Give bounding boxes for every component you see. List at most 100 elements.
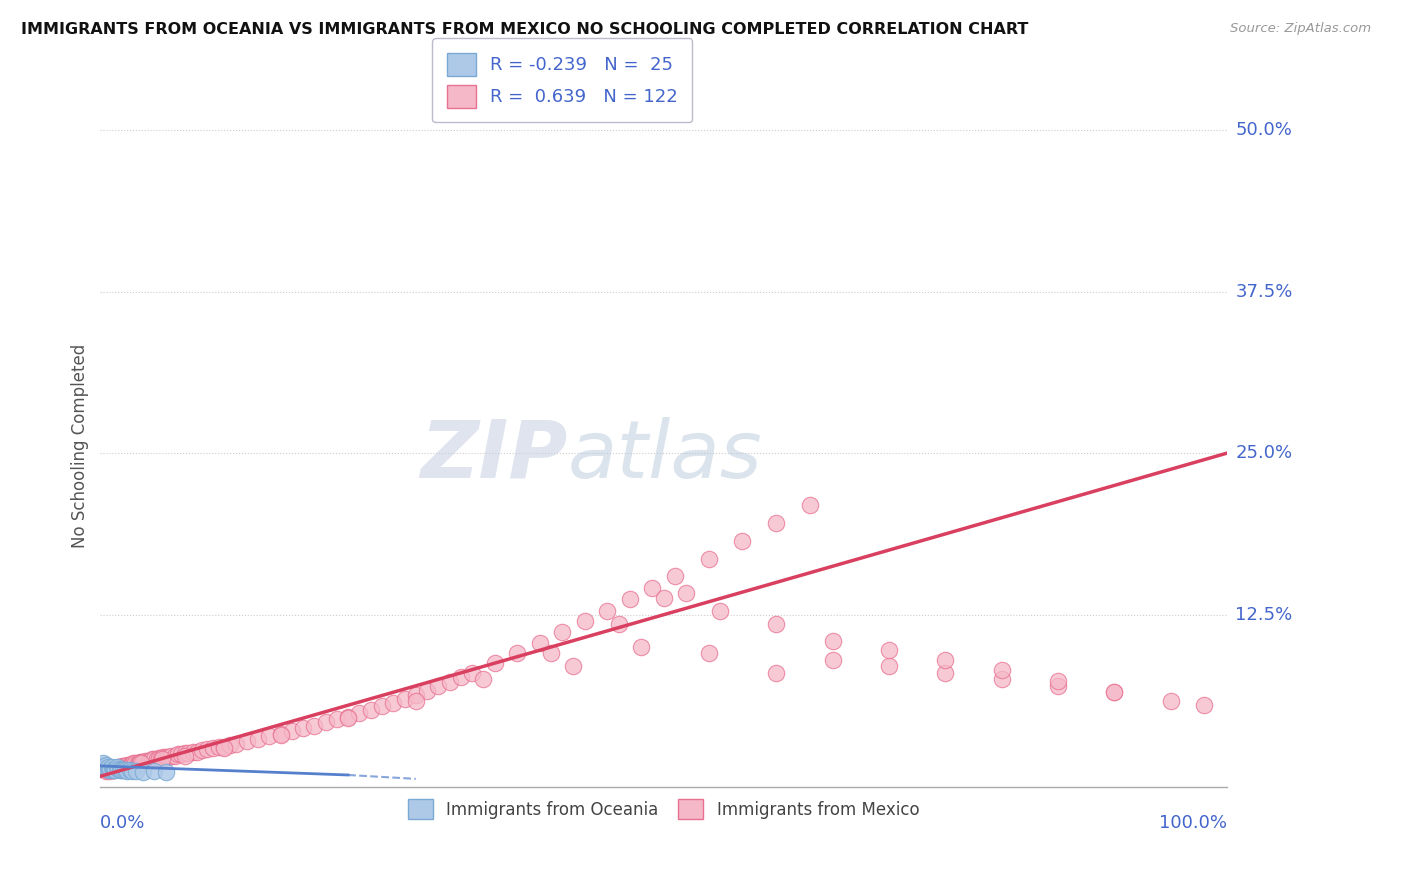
Point — [765, 516, 787, 530]
Point — [1046, 673, 1069, 688]
Point — [103, 762, 125, 776]
Point — [349, 706, 371, 720]
Point — [97, 760, 120, 774]
Point — [128, 756, 150, 771]
Point — [472, 673, 495, 687]
Point — [461, 665, 484, 680]
Point — [214, 739, 236, 754]
Point — [371, 699, 394, 714]
Point — [1160, 694, 1182, 708]
Point — [236, 734, 259, 748]
Point — [103, 763, 125, 777]
Point — [934, 665, 956, 680]
Point — [141, 752, 163, 766]
Point — [155, 765, 177, 780]
Text: atlas: atlas — [568, 417, 762, 495]
Point — [110, 760, 132, 774]
Point — [405, 694, 427, 708]
Point — [100, 763, 122, 777]
Point — [1046, 679, 1069, 693]
Point — [607, 616, 630, 631]
Point — [208, 739, 231, 754]
Text: 25.0%: 25.0% — [1236, 444, 1292, 462]
Point — [122, 757, 145, 772]
Y-axis label: No Schooling Completed: No Schooling Completed — [72, 343, 89, 548]
Point — [225, 737, 247, 751]
Point — [574, 614, 596, 628]
Point — [96, 762, 118, 776]
Point — [155, 750, 177, 764]
Point — [117, 764, 139, 778]
Point — [934, 653, 956, 667]
Point — [731, 534, 754, 549]
Point — [122, 756, 145, 771]
Point — [337, 710, 360, 724]
Text: 50.0%: 50.0% — [1236, 121, 1292, 139]
Point — [128, 755, 150, 769]
Point — [697, 647, 720, 661]
Point — [990, 663, 1012, 677]
Point — [150, 752, 173, 766]
Point — [394, 691, 416, 706]
Point — [484, 656, 506, 670]
Point — [619, 592, 641, 607]
Point — [990, 673, 1012, 687]
Point — [186, 745, 208, 759]
Point — [270, 728, 292, 742]
Point — [101, 763, 124, 777]
Legend: Immigrants from Oceania, Immigrants from Mexico: Immigrants from Oceania, Immigrants from… — [401, 792, 927, 826]
Point — [877, 659, 900, 673]
Point — [143, 752, 166, 766]
Point — [405, 688, 427, 702]
Point — [630, 640, 652, 654]
Text: ZIP: ZIP — [420, 417, 568, 495]
Point — [315, 714, 337, 729]
Point — [765, 616, 787, 631]
Text: Source: ZipAtlas.com: Source: ZipAtlas.com — [1230, 22, 1371, 36]
Point — [131, 755, 153, 769]
Point — [214, 740, 236, 755]
Text: 12.5%: 12.5% — [1236, 606, 1292, 624]
Point — [100, 762, 122, 776]
Point — [201, 740, 224, 755]
Point — [107, 760, 129, 774]
Point — [124, 756, 146, 771]
Point — [127, 756, 149, 771]
Point — [98, 764, 121, 778]
Point — [105, 762, 128, 776]
Point — [143, 764, 166, 778]
Point — [170, 747, 193, 762]
Point — [326, 713, 349, 727]
Point — [108, 763, 131, 777]
Point — [115, 759, 138, 773]
Point — [97, 763, 120, 777]
Point — [100, 760, 122, 774]
Point — [540, 647, 562, 661]
Point — [506, 647, 529, 661]
Text: IMMIGRANTS FROM OCEANIA VS IMMIGRANTS FROM MEXICO NO SCHOOLING COMPLETED CORRELA: IMMIGRANTS FROM OCEANIA VS IMMIGRANTS FR… — [21, 22, 1028, 37]
Point — [150, 751, 173, 765]
Point — [94, 764, 117, 778]
Point — [439, 674, 461, 689]
Point — [1194, 698, 1216, 713]
Point — [120, 757, 142, 772]
Point — [145, 752, 167, 766]
Point — [450, 670, 472, 684]
Point — [675, 586, 697, 600]
Point — [529, 636, 551, 650]
Point — [664, 569, 686, 583]
Point — [270, 726, 292, 740]
Point — [107, 762, 129, 776]
Point — [118, 757, 141, 772]
Point — [281, 724, 304, 739]
Point — [117, 757, 139, 772]
Point — [117, 759, 139, 773]
Point — [360, 703, 382, 717]
Point — [337, 711, 360, 725]
Point — [641, 581, 664, 595]
Point — [121, 764, 143, 778]
Point — [105, 762, 128, 776]
Point — [121, 757, 143, 772]
Point — [163, 748, 186, 763]
Point — [93, 759, 115, 773]
